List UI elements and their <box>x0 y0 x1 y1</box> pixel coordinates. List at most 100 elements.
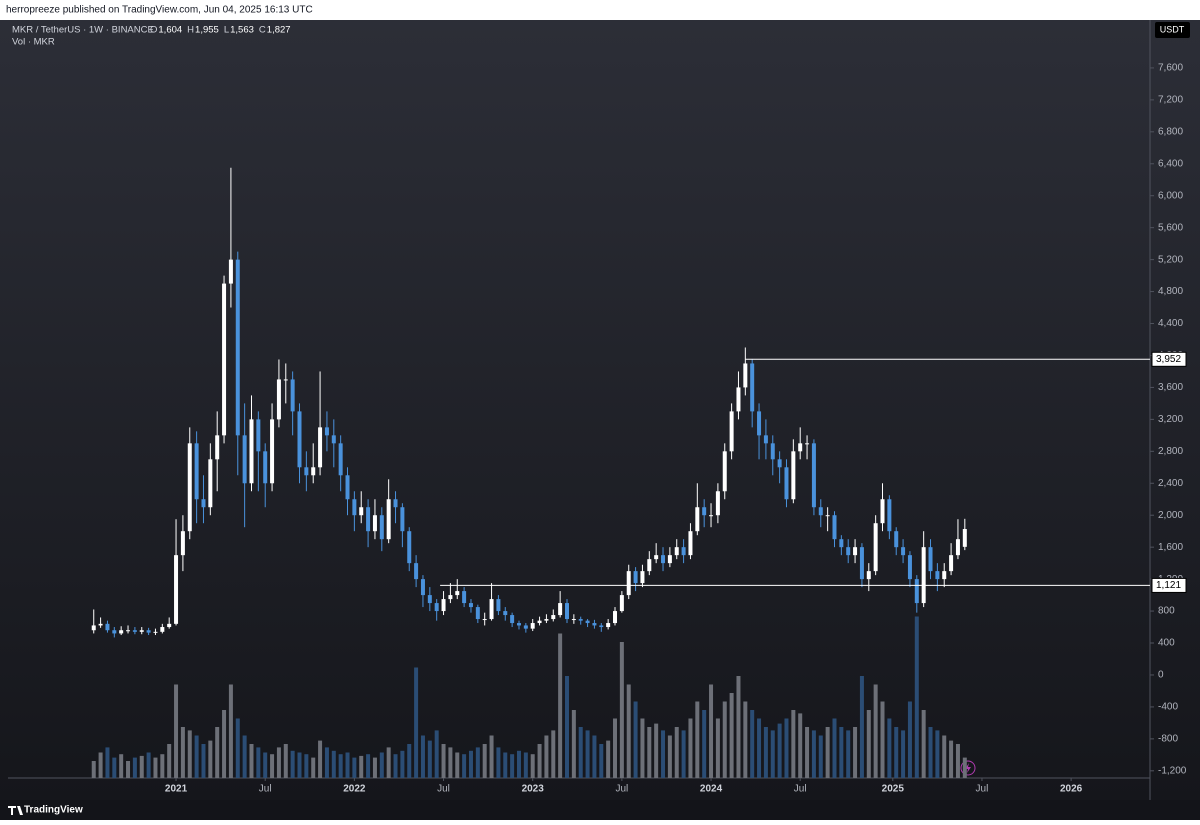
candle-body <box>393 499 398 508</box>
volume-bar <box>455 752 460 778</box>
volume-bar <box>736 676 741 778</box>
candle-body <box>105 623 110 631</box>
volume-bar <box>180 727 185 778</box>
volume-bar <box>667 735 672 778</box>
volume-bar <box>578 727 583 778</box>
candle-body <box>372 515 377 532</box>
candle-body <box>949 555 954 572</box>
volume-bar <box>928 727 933 778</box>
volume-bar <box>146 752 151 778</box>
candle-body <box>208 459 213 508</box>
x-tick-label: 2023 <box>522 784 545 795</box>
volume-bar <box>544 735 549 778</box>
candle-body <box>578 619 583 621</box>
y-tick-label: -1,200 <box>1158 765 1187 776</box>
volume-bar <box>825 727 830 778</box>
candle-body <box>455 591 460 596</box>
candle-body <box>907 555 912 580</box>
candle-body <box>887 499 892 532</box>
alert-icon[interactable] <box>960 760 976 776</box>
volume-bar <box>619 642 624 778</box>
candle-body <box>160 627 165 632</box>
candle-body <box>674 547 679 556</box>
y-tick-label: 7,200 <box>1158 95 1183 106</box>
candle-body <box>503 611 508 616</box>
ohlc-value: 1,604 <box>158 25 182 36</box>
candle-body <box>249 419 254 484</box>
x-tick-label: Jul <box>259 784 272 795</box>
y-tick-label: 6,000 <box>1158 190 1183 201</box>
candle-body <box>928 547 933 572</box>
y-tick-label: 5,200 <box>1158 254 1183 265</box>
volume-bar <box>503 752 508 778</box>
volume-bar <box>887 718 892 778</box>
currency-button[interactable] <box>1155 22 1190 38</box>
volume-bar <box>98 752 103 778</box>
candle-body <box>283 379 288 381</box>
volume-bar <box>846 730 851 778</box>
candle-body <box>270 419 275 484</box>
candle-body <box>98 623 103 626</box>
candle-body <box>256 419 261 452</box>
y-tick-label: 4,800 <box>1158 286 1183 297</box>
candle-body <box>722 451 727 492</box>
volume-bar <box>661 730 666 778</box>
volume-bar <box>571 710 576 778</box>
candle-body <box>427 595 432 604</box>
candle-body <box>228 259 233 284</box>
volume-bar <box>304 754 309 778</box>
candle-body <box>571 619 576 621</box>
ohlc-key: O <box>150 25 157 36</box>
volume-bar <box>331 750 336 778</box>
candle-body <box>112 630 117 634</box>
volume-bar <box>434 730 439 778</box>
volume-bar <box>907 701 912 778</box>
currency[interactable]: USDT <box>1160 24 1185 34</box>
volume-bar <box>324 747 329 778</box>
candle-body <box>489 599 494 620</box>
volume-bar <box>750 710 755 778</box>
candle-body <box>619 595 624 612</box>
candle-body <box>153 631 158 633</box>
candle-body <box>496 599 501 612</box>
volume-bar <box>372 757 377 778</box>
candle-body <box>194 443 199 500</box>
candle-body <box>935 571 940 580</box>
candle-body <box>736 387 741 412</box>
volume-bar <box>174 684 179 778</box>
y-tick-label: 3,600 <box>1158 382 1183 393</box>
volume-bar <box>640 718 645 778</box>
candle-body <box>215 435 220 460</box>
volume-bar <box>510 754 515 778</box>
candle-body <box>242 435 247 484</box>
candle-body <box>331 435 336 444</box>
volume-bar <box>729 693 734 778</box>
x-tick-label: Jul <box>976 784 989 795</box>
y-tick-label: 6,400 <box>1158 158 1183 169</box>
volume-bar <box>805 727 810 778</box>
candle-body <box>311 467 316 476</box>
candle-body <box>180 531 185 556</box>
candle-body <box>290 379 295 412</box>
x-tick-label: 2025 <box>882 784 905 795</box>
chart-panel <box>0 20 1200 800</box>
volume-bar <box>818 735 823 778</box>
volume-bar <box>537 744 542 778</box>
candle-body <box>516 623 521 626</box>
candle-body <box>832 515 837 540</box>
candle-body <box>715 491 720 516</box>
candle-body <box>784 467 789 500</box>
candle-body <box>441 599 446 612</box>
candle-body <box>119 630 124 634</box>
candle-body <box>414 563 419 580</box>
volume-bar <box>427 740 432 778</box>
candle-body <box>955 539 960 556</box>
candle-body <box>304 467 309 476</box>
candle-body <box>139 630 144 632</box>
volume-bar <box>441 744 446 778</box>
x-tick-label: Jul <box>437 784 450 795</box>
candle-body <box>235 259 240 436</box>
footer <box>0 800 1200 820</box>
volume-bar <box>949 740 954 778</box>
x-tick-label: 2026 <box>1060 784 1083 795</box>
